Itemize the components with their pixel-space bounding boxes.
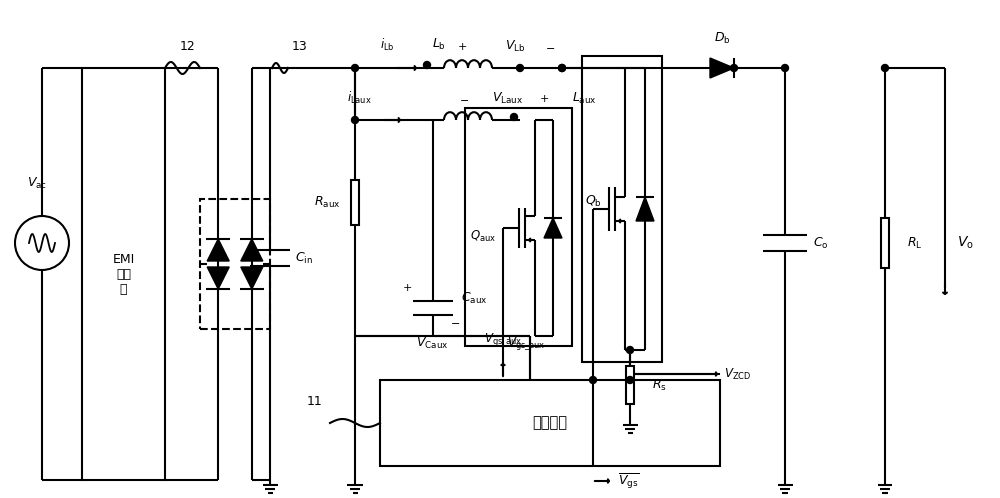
Polygon shape [207, 239, 229, 261]
Text: $L_{\mathrm{aux}}$: $L_{\mathrm{aux}}$ [572, 91, 597, 106]
Circle shape [626, 376, 634, 383]
Circle shape [782, 65, 788, 72]
Text: $R_{\mathrm{L}}$: $R_{\mathrm{L}}$ [907, 236, 922, 250]
Circle shape [882, 65, 889, 72]
Text: $+$: $+$ [539, 93, 549, 104]
Text: $+$: $+$ [402, 282, 413, 293]
Bar [881, 218, 889, 268]
Bar [200, 199, 270, 329]
Text: $Q_{\mathrm{aux}}$: $Q_{\mathrm{aux}}$ [470, 229, 496, 244]
Polygon shape [710, 58, 734, 78]
Text: $\overline{V_{\mathrm{gs}}}$: $\overline{V_{\mathrm{gs}}}$ [618, 471, 639, 491]
Text: EMI
滤波
器: EMI 滤波 器 [112, 252, 135, 295]
Text: $R_{\mathrm{s}}$: $R_{\mathrm{s}}$ [652, 377, 667, 392]
Bar [351, 179, 359, 225]
Text: $-$: $-$ [545, 42, 555, 52]
Circle shape [558, 65, 566, 72]
Text: 13: 13 [292, 40, 308, 53]
Text: $V_{\mathrm{Caux}}$: $V_{\mathrm{Caux}}$ [416, 336, 449, 351]
Polygon shape [207, 267, 229, 289]
Polygon shape [241, 267, 263, 289]
Text: $C_{\mathrm{in}}$: $C_{\mathrm{in}}$ [295, 250, 313, 265]
Text: $V_{\mathrm{ac}}$: $V_{\mathrm{ac}}$ [27, 176, 47, 191]
Circle shape [511, 114, 518, 121]
Text: 11: 11 [307, 395, 323, 408]
Bar [626, 366, 634, 404]
Text: $C_{\mathrm{aux}}$: $C_{\mathrm{aux}}$ [461, 290, 487, 306]
Text: $+$: $+$ [457, 41, 467, 52]
Text: $L_{\mathrm{b}}$: $L_{\mathrm{b}}$ [432, 37, 446, 52]
Text: 控制模块: 控制模块 [532, 415, 568, 430]
Text: $D_{\mathrm{b}}$: $D_{\mathrm{b}}$ [714, 31, 730, 46]
Bar [380, 380, 720, 466]
Text: $V_{\mathrm{ZCD}}$: $V_{\mathrm{ZCD}}$ [724, 367, 751, 381]
Circle shape [558, 65, 566, 72]
Text: $V_{\mathrm{gs\_aux}}$: $V_{\mathrm{gs\_aux}}$ [484, 331, 522, 348]
Bar [82, 68, 165, 480]
Text: $i_{\mathrm{Laux}}$: $i_{\mathrm{Laux}}$ [347, 90, 372, 106]
Text: $-$: $-$ [459, 94, 469, 104]
Circle shape [352, 117, 358, 124]
Polygon shape [544, 218, 562, 238]
Text: $V_{\mathrm{Lb}}$: $V_{\mathrm{Lb}}$ [505, 39, 525, 54]
Circle shape [626, 347, 634, 354]
Polygon shape [636, 197, 654, 221]
Text: $V_{\mathrm{gs\_aux}}$: $V_{\mathrm{gs\_aux}}$ [507, 335, 546, 352]
Text: $i_{\mathrm{Lb}}$: $i_{\mathrm{Lb}}$ [380, 37, 394, 53]
Text: $C_{\mathrm{o}}$: $C_{\mathrm{o}}$ [813, 236, 829, 250]
Bar [465, 108, 572, 346]
Circle shape [423, 61, 430, 69]
Text: $R_{\mathrm{aux}}$: $R_{\mathrm{aux}}$ [314, 194, 340, 210]
Text: $-$: $-$ [450, 317, 461, 327]
Text: 12: 12 [180, 40, 195, 53]
Circle shape [730, 65, 738, 72]
Polygon shape [241, 239, 263, 261]
Circle shape [516, 65, 524, 72]
Bar [582, 56, 662, 362]
Text: $Q_{\mathrm{b}}$: $Q_{\mathrm{b}}$ [585, 193, 602, 209]
Text: $V_{\mathrm{o}}$: $V_{\mathrm{o}}$ [957, 235, 974, 251]
Circle shape [590, 376, 596, 383]
Circle shape [352, 65, 358, 72]
Text: $V_{\mathrm{Laux}}$: $V_{\mathrm{Laux}}$ [492, 91, 524, 106]
